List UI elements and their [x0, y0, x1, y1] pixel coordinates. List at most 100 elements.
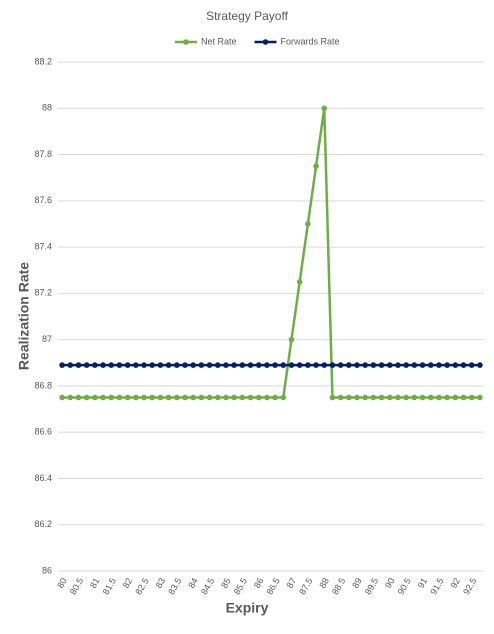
legend-label: Forwards Rate: [281, 36, 340, 46]
y-tick-label: 87.6: [34, 195, 52, 205]
point-marker: [468, 394, 475, 401]
point-marker: [280, 362, 287, 368]
point-marker: [67, 362, 74, 368]
point-marker: [288, 362, 295, 368]
y-tick-label: 86.6: [34, 427, 52, 437]
point-marker: [444, 362, 450, 368]
point-marker: [452, 362, 459, 368]
point-marker: [173, 362, 180, 368]
point-marker: [264, 362, 270, 368]
x-tick-label: 83: [154, 576, 168, 590]
chart-title: Strategy Payoff: [206, 9, 288, 23]
y-tick-label: 87.2: [34, 288, 52, 298]
point-marker: [255, 362, 262, 368]
point-marker: [403, 394, 409, 401]
y-tick-label: 86: [42, 565, 52, 575]
point-marker: [165, 394, 172, 401]
point-marker: [378, 362, 385, 368]
point-marker: [444, 394, 450, 401]
point-marker: [354, 362, 360, 368]
point-marker: [59, 394, 65, 401]
point-marker: [280, 394, 287, 401]
point-marker: [100, 394, 106, 401]
y-tick-label: 87.4: [34, 241, 52, 251]
x-tick-label: 88: [317, 576, 331, 590]
point-marker: [239, 394, 246, 401]
point-marker: [427, 394, 434, 401]
point-marker: [92, 362, 98, 368]
x-tick-label: 86.5: [264, 576, 281, 596]
point-marker: [108, 362, 115, 368]
point-marker: [247, 394, 254, 401]
x-tick-label: 80: [55, 576, 69, 590]
point-marker: [108, 394, 115, 401]
x-tick-label: 80.5: [68, 576, 85, 596]
point-marker: [386, 362, 393, 368]
point-marker: [59, 362, 65, 368]
point-marker: [411, 362, 418, 368]
point-marker: [100, 362, 106, 368]
point-marker: [116, 362, 123, 368]
point-marker: [133, 362, 139, 368]
point-marker: [182, 394, 188, 401]
point-marker: [133, 394, 139, 401]
point-marker: [83, 394, 90, 401]
x-tick-label: 88.5: [330, 576, 347, 596]
point-marker: [321, 362, 328, 368]
point-marker: [460, 394, 467, 401]
point-marker: [124, 362, 131, 368]
y-tick-label: 86.4: [34, 473, 52, 483]
point-marker: [206, 362, 213, 368]
point-marker: [370, 394, 377, 401]
point-marker: [75, 362, 82, 368]
point-marker: [419, 394, 426, 401]
point-marker: [370, 362, 377, 368]
x-tick-label: 85.5: [232, 576, 249, 596]
point-marker: [173, 394, 180, 401]
x-tick-label: 92.5: [461, 576, 478, 596]
point-marker: [190, 394, 196, 401]
point-marker: [395, 394, 401, 401]
point-marker: [436, 394, 442, 401]
point-marker: [313, 362, 319, 368]
point-marker: [427, 362, 434, 368]
point-marker: [296, 278, 303, 285]
point-marker: [247, 362, 254, 368]
point-marker: [362, 394, 369, 401]
point-marker: [190, 362, 196, 368]
y-tick-label: 88: [42, 103, 52, 113]
x-tick-label: 84.5: [199, 576, 216, 596]
point-marker: [305, 221, 311, 227]
point-marker: [346, 362, 352, 368]
point-marker: [346, 394, 352, 401]
point-marker: [354, 394, 360, 401]
point-marker: [296, 362, 303, 368]
x-tick-label: 84: [186, 576, 200, 590]
point-marker: [329, 394, 336, 401]
point-marker: [288, 336, 295, 343]
point-marker: [272, 394, 278, 401]
legend-marker: [183, 39, 189, 45]
point-marker: [313, 163, 319, 169]
point-marker: [436, 362, 442, 368]
x-tick-label: 81: [88, 576, 102, 590]
point-marker: [149, 394, 156, 401]
x-axis-title: Expiry: [226, 600, 269, 616]
point-marker: [75, 394, 82, 401]
point-marker: [223, 394, 229, 401]
x-tick-label: 91: [416, 576, 430, 590]
point-marker: [83, 362, 90, 368]
point-marker: [477, 362, 483, 368]
point-marker: [116, 394, 123, 401]
x-tick-label: 85: [219, 576, 233, 590]
y-tick-label: 86.8: [34, 380, 52, 390]
point-marker: [157, 394, 164, 401]
point-marker: [272, 362, 278, 368]
x-tick-label: 86: [252, 576, 266, 590]
point-marker: [206, 394, 213, 401]
x-tick-label: 90: [383, 576, 397, 590]
point-marker: [149, 362, 156, 368]
x-tick-label: 82.5: [133, 576, 150, 596]
